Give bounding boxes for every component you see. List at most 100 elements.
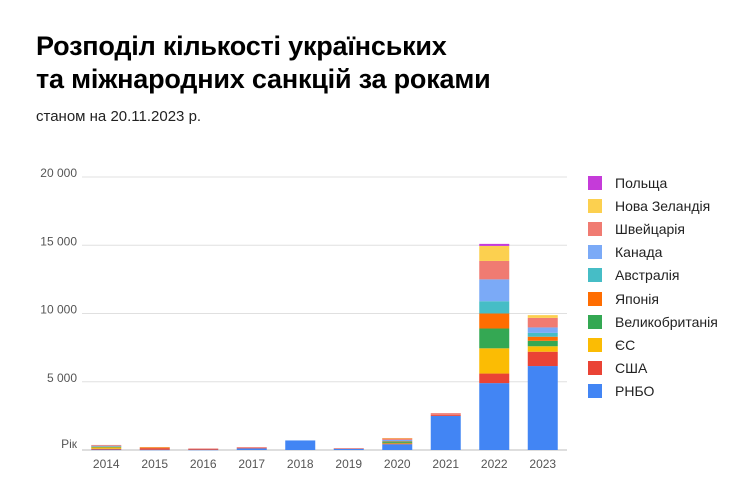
legend-item: РНБО: [588, 380, 718, 403]
chart-title-line-1: Розподіл кількості українських: [36, 31, 447, 61]
legend-swatch: [588, 245, 602, 260]
legend-label: Нова Зеландія: [615, 197, 711, 214]
legend-item: Австралія: [588, 264, 718, 287]
bar-segment: [527, 346, 558, 352]
bar-segment: [527, 317, 558, 328]
bar-segment: [91, 446, 122, 448]
legend-label: Австралія: [615, 267, 680, 284]
bar-segment: [188, 448, 219, 450]
legend-swatch: [588, 314, 602, 329]
bar-segment: [430, 415, 461, 450]
bar-segment: [236, 447, 267, 448]
legend-item: ЄС: [588, 333, 718, 356]
x-tick-label: 2014: [93, 457, 120, 471]
bar-segment: [91, 446, 122, 447]
bar-segment: [382, 440, 413, 442]
legend-label: Японія: [615, 290, 659, 307]
legend-item: Японія: [588, 287, 718, 310]
legend-item: Великобританія: [588, 310, 718, 333]
bar-segment: [91, 445, 122, 447]
bar-segment: [479, 313, 510, 329]
legend-swatch: [588, 175, 602, 190]
bar-segment: [382, 442, 413, 444]
legend-swatch: [588, 221, 602, 236]
bar-segment: [479, 301, 510, 314]
legend-item: США: [588, 357, 718, 380]
chart-subtitle: станом на 20.11.2023 р.: [36, 108, 202, 125]
legend-swatch: [588, 291, 602, 306]
legend-label: США: [615, 360, 648, 377]
bar-segment: [188, 449, 219, 451]
bar-segment: [479, 348, 510, 374]
y-tick-label: 5 000: [47, 371, 77, 385]
bar-segment: [91, 446, 122, 448]
legend-label: Великобританія: [615, 313, 718, 330]
bar-segment: [527, 351, 558, 367]
bar-segment: [527, 332, 558, 337]
bar-segment: [139, 449, 170, 451]
bar-segment: [382, 438, 413, 440]
chart-legend: Польща Нова Зеландія Швейцарія Канада Австра…: [588, 171, 718, 403]
bar-segment: [527, 336, 558, 341]
legend-swatch: [588, 198, 602, 213]
legend-swatch: [588, 384, 602, 399]
x-tick-label: 2017: [238, 457, 265, 471]
legend-item: Польща: [588, 171, 718, 194]
bar-segment: [382, 441, 413, 443]
bar-segment: [527, 315, 558, 318]
legend-label: Канада: [615, 244, 663, 261]
chart-title: Розподіл кількості українських та міжнар…: [36, 30, 491, 96]
bar-segment: [479, 328, 510, 349]
legend-item: Швейцарія: [588, 217, 718, 240]
legend-label: РНБО: [615, 383, 655, 400]
bar-segment: [236, 447, 267, 449]
bar-segment: [479, 373, 510, 384]
bar-segment: [236, 448, 267, 450]
x-tick-label: 2015: [141, 457, 168, 471]
y-tick-label: 20 000: [40, 166, 77, 180]
legend-item: Канада: [588, 241, 718, 264]
bar-segment: [527, 366, 558, 450]
bar-segment: [91, 449, 122, 451]
legend-label: Польща: [615, 174, 668, 191]
x-tick-label: 2022: [481, 457, 508, 471]
bar-segment: [430, 414, 461, 416]
y-tick-label: 15 000: [40, 234, 77, 248]
x-tick-label: 2021: [432, 457, 459, 471]
bar-segment: [139, 447, 170, 449]
legend-swatch: [588, 268, 602, 283]
bar-segment: [382, 443, 413, 445]
x-tick-label: 2016: [190, 457, 217, 471]
y-tick-label: 10 000: [40, 303, 77, 317]
bar-segment: [91, 448, 122, 450]
x-tick-label: 2019: [335, 457, 362, 471]
legend-label: Швейцарія: [615, 220, 685, 237]
bar-segment: [382, 439, 413, 441]
x-tick-label: 2020: [384, 457, 411, 471]
bar-segment: [139, 446, 170, 448]
legend-swatch: [588, 337, 602, 352]
bar-segment: [382, 444, 413, 450]
bar-segment: [479, 243, 510, 246]
chart-title-line-2: та міжнародних санкцій за роками: [36, 64, 491, 94]
bar-segment: [333, 448, 364, 449]
bar-segment: [479, 245, 510, 261]
bar-segment: [527, 327, 558, 333]
bar-segment: [382, 443, 413, 444]
bar-segment: [479, 383, 510, 450]
bar-segment: [285, 440, 316, 450]
bar-segment: [479, 260, 510, 280]
bar-segment: [91, 447, 122, 449]
bar-segment: [91, 444, 122, 446]
legend-label: ЄС: [615, 336, 636, 353]
bar-segment: [333, 448, 364, 450]
bar-segment: [430, 413, 461, 415]
bar-segment: [527, 340, 558, 347]
bar-segment: [139, 448, 170, 450]
legend-swatch: [588, 361, 602, 376]
x-tick-label: 2023: [529, 457, 556, 471]
legend-item: Нова Зеландія: [588, 194, 718, 217]
bar-segment: [479, 279, 510, 302]
bar-segment: [382, 437, 413, 439]
